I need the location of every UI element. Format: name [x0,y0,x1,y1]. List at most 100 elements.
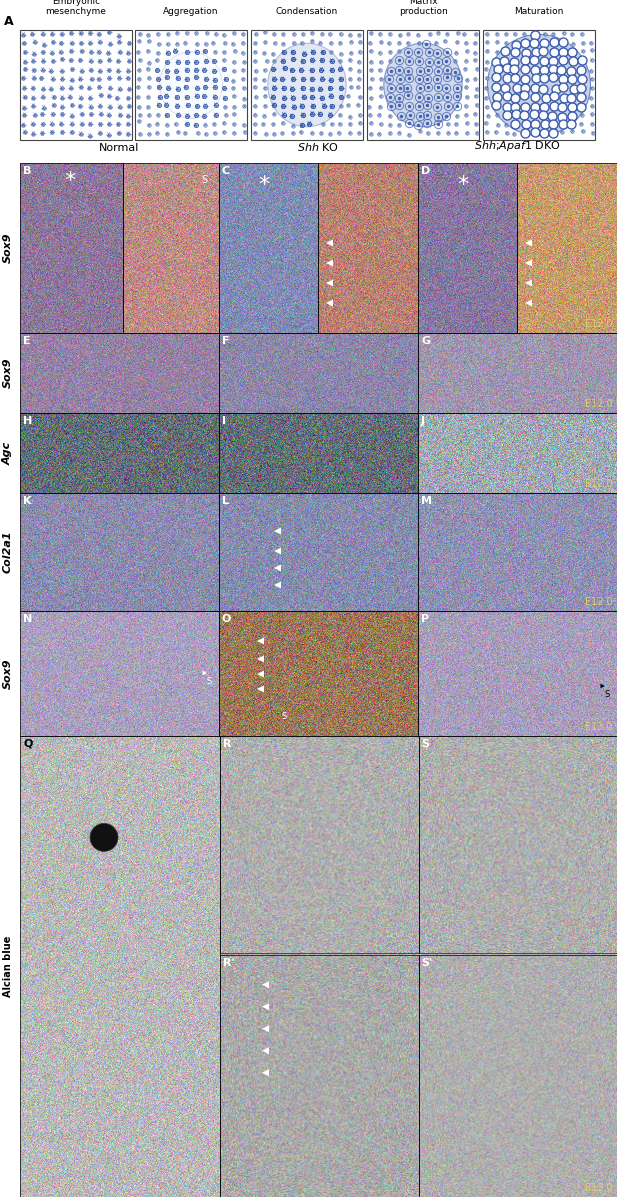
Text: I: I [222,417,226,426]
Polygon shape [257,670,264,678]
Bar [123,163,219,333]
Text: Agc: Agc [3,442,13,464]
Text: E12.0: E12.0 [586,479,613,490]
Text: P: P [421,614,429,624]
Bar [20,493,219,610]
Polygon shape [326,280,333,286]
Text: S: S [605,689,610,699]
Text: S: S [202,175,208,186]
Bar [418,955,617,1197]
Bar [135,30,247,140]
Text: R: R [223,739,231,749]
Text: S: S [421,739,429,749]
Bar [418,736,617,953]
Bar [318,163,418,333]
Text: E12.0: E12.0 [586,597,613,607]
Text: E13.0: E13.0 [586,1183,613,1193]
Text: O: O [222,614,231,624]
Polygon shape [274,547,281,554]
Polygon shape [274,582,281,589]
Polygon shape [257,656,264,662]
Text: Condensation: Condensation [276,7,338,16]
Text: Alcian blue: Alcian blue [3,936,13,997]
Text: K: K [23,496,31,506]
Bar [418,333,617,413]
Text: S': S' [421,958,433,967]
Bar [418,493,617,610]
Text: Maturation: Maturation [515,7,564,16]
Text: C: C [222,166,230,176]
Text: A: A [4,16,14,28]
Polygon shape [257,638,264,644]
Text: F: F [222,336,230,346]
Polygon shape [262,1025,269,1032]
Ellipse shape [384,43,462,127]
Text: L: L [222,496,229,506]
Bar [20,413,219,493]
Text: S: S [281,712,287,721]
Text: N: N [23,614,32,624]
Ellipse shape [268,43,346,127]
Bar [418,610,617,736]
Text: E: E [23,336,31,346]
Polygon shape [262,1069,269,1076]
Ellipse shape [487,35,590,135]
Bar [20,610,219,736]
Polygon shape [274,528,281,535]
Text: R': R' [223,958,234,967]
Text: Sox9: Sox9 [3,358,13,388]
Polygon shape [262,1047,269,1055]
Text: *: * [259,175,270,195]
Text: M: M [421,496,432,506]
Polygon shape [262,1003,269,1010]
Text: Sox9: Sox9 [3,232,13,263]
Text: D: D [421,166,430,176]
Polygon shape [262,982,269,989]
Text: J: J [421,417,425,426]
Text: Normal: Normal [99,142,139,153]
Bar [418,163,517,333]
Bar [220,955,418,1197]
Bar [251,30,363,140]
Bar [20,163,123,333]
Text: Embryonic
mesenchyme: Embryonic mesenchyme [46,0,107,16]
Bar [20,30,132,140]
Text: E12.0: E12.0 [586,399,613,409]
Bar [219,333,418,413]
Text: B: B [23,166,31,176]
Text: Matrix
production: Matrix production [399,0,447,16]
Bar [219,413,418,493]
Text: Col2a1: Col2a1 [3,530,13,573]
Text: E12.0: E12.0 [586,318,613,329]
Bar [517,163,617,333]
Bar [20,736,220,1197]
Polygon shape [525,239,532,247]
Polygon shape [525,260,532,267]
Polygon shape [257,686,264,693]
Bar [20,333,219,413]
Polygon shape [525,299,532,306]
Bar [367,30,479,140]
Bar [219,610,418,736]
Text: $\it{Shh}$;$\it{Apaf1}$ DKO: $\it{Shh}$;$\it{Apaf1}$ DKO [474,139,561,153]
Bar [220,736,418,953]
Bar [219,493,418,610]
Text: G: G [421,336,430,346]
Ellipse shape [160,51,222,119]
Text: S: S [206,678,212,686]
Polygon shape [525,280,532,286]
Bar [219,163,318,333]
Text: *: * [457,175,469,195]
Text: Sox9: Sox9 [3,658,13,688]
Bar [418,413,617,493]
Polygon shape [326,299,333,306]
Polygon shape [202,670,207,675]
Text: H: H [23,417,32,426]
Text: $\it{Shh}$ KO: $\it{Shh}$ KO [297,141,339,153]
Circle shape [90,824,118,851]
Polygon shape [326,260,333,267]
Text: Aggregation: Aggregation [164,7,219,16]
Polygon shape [274,565,281,571]
Polygon shape [326,239,333,247]
Text: E13.0: E13.0 [586,722,613,733]
